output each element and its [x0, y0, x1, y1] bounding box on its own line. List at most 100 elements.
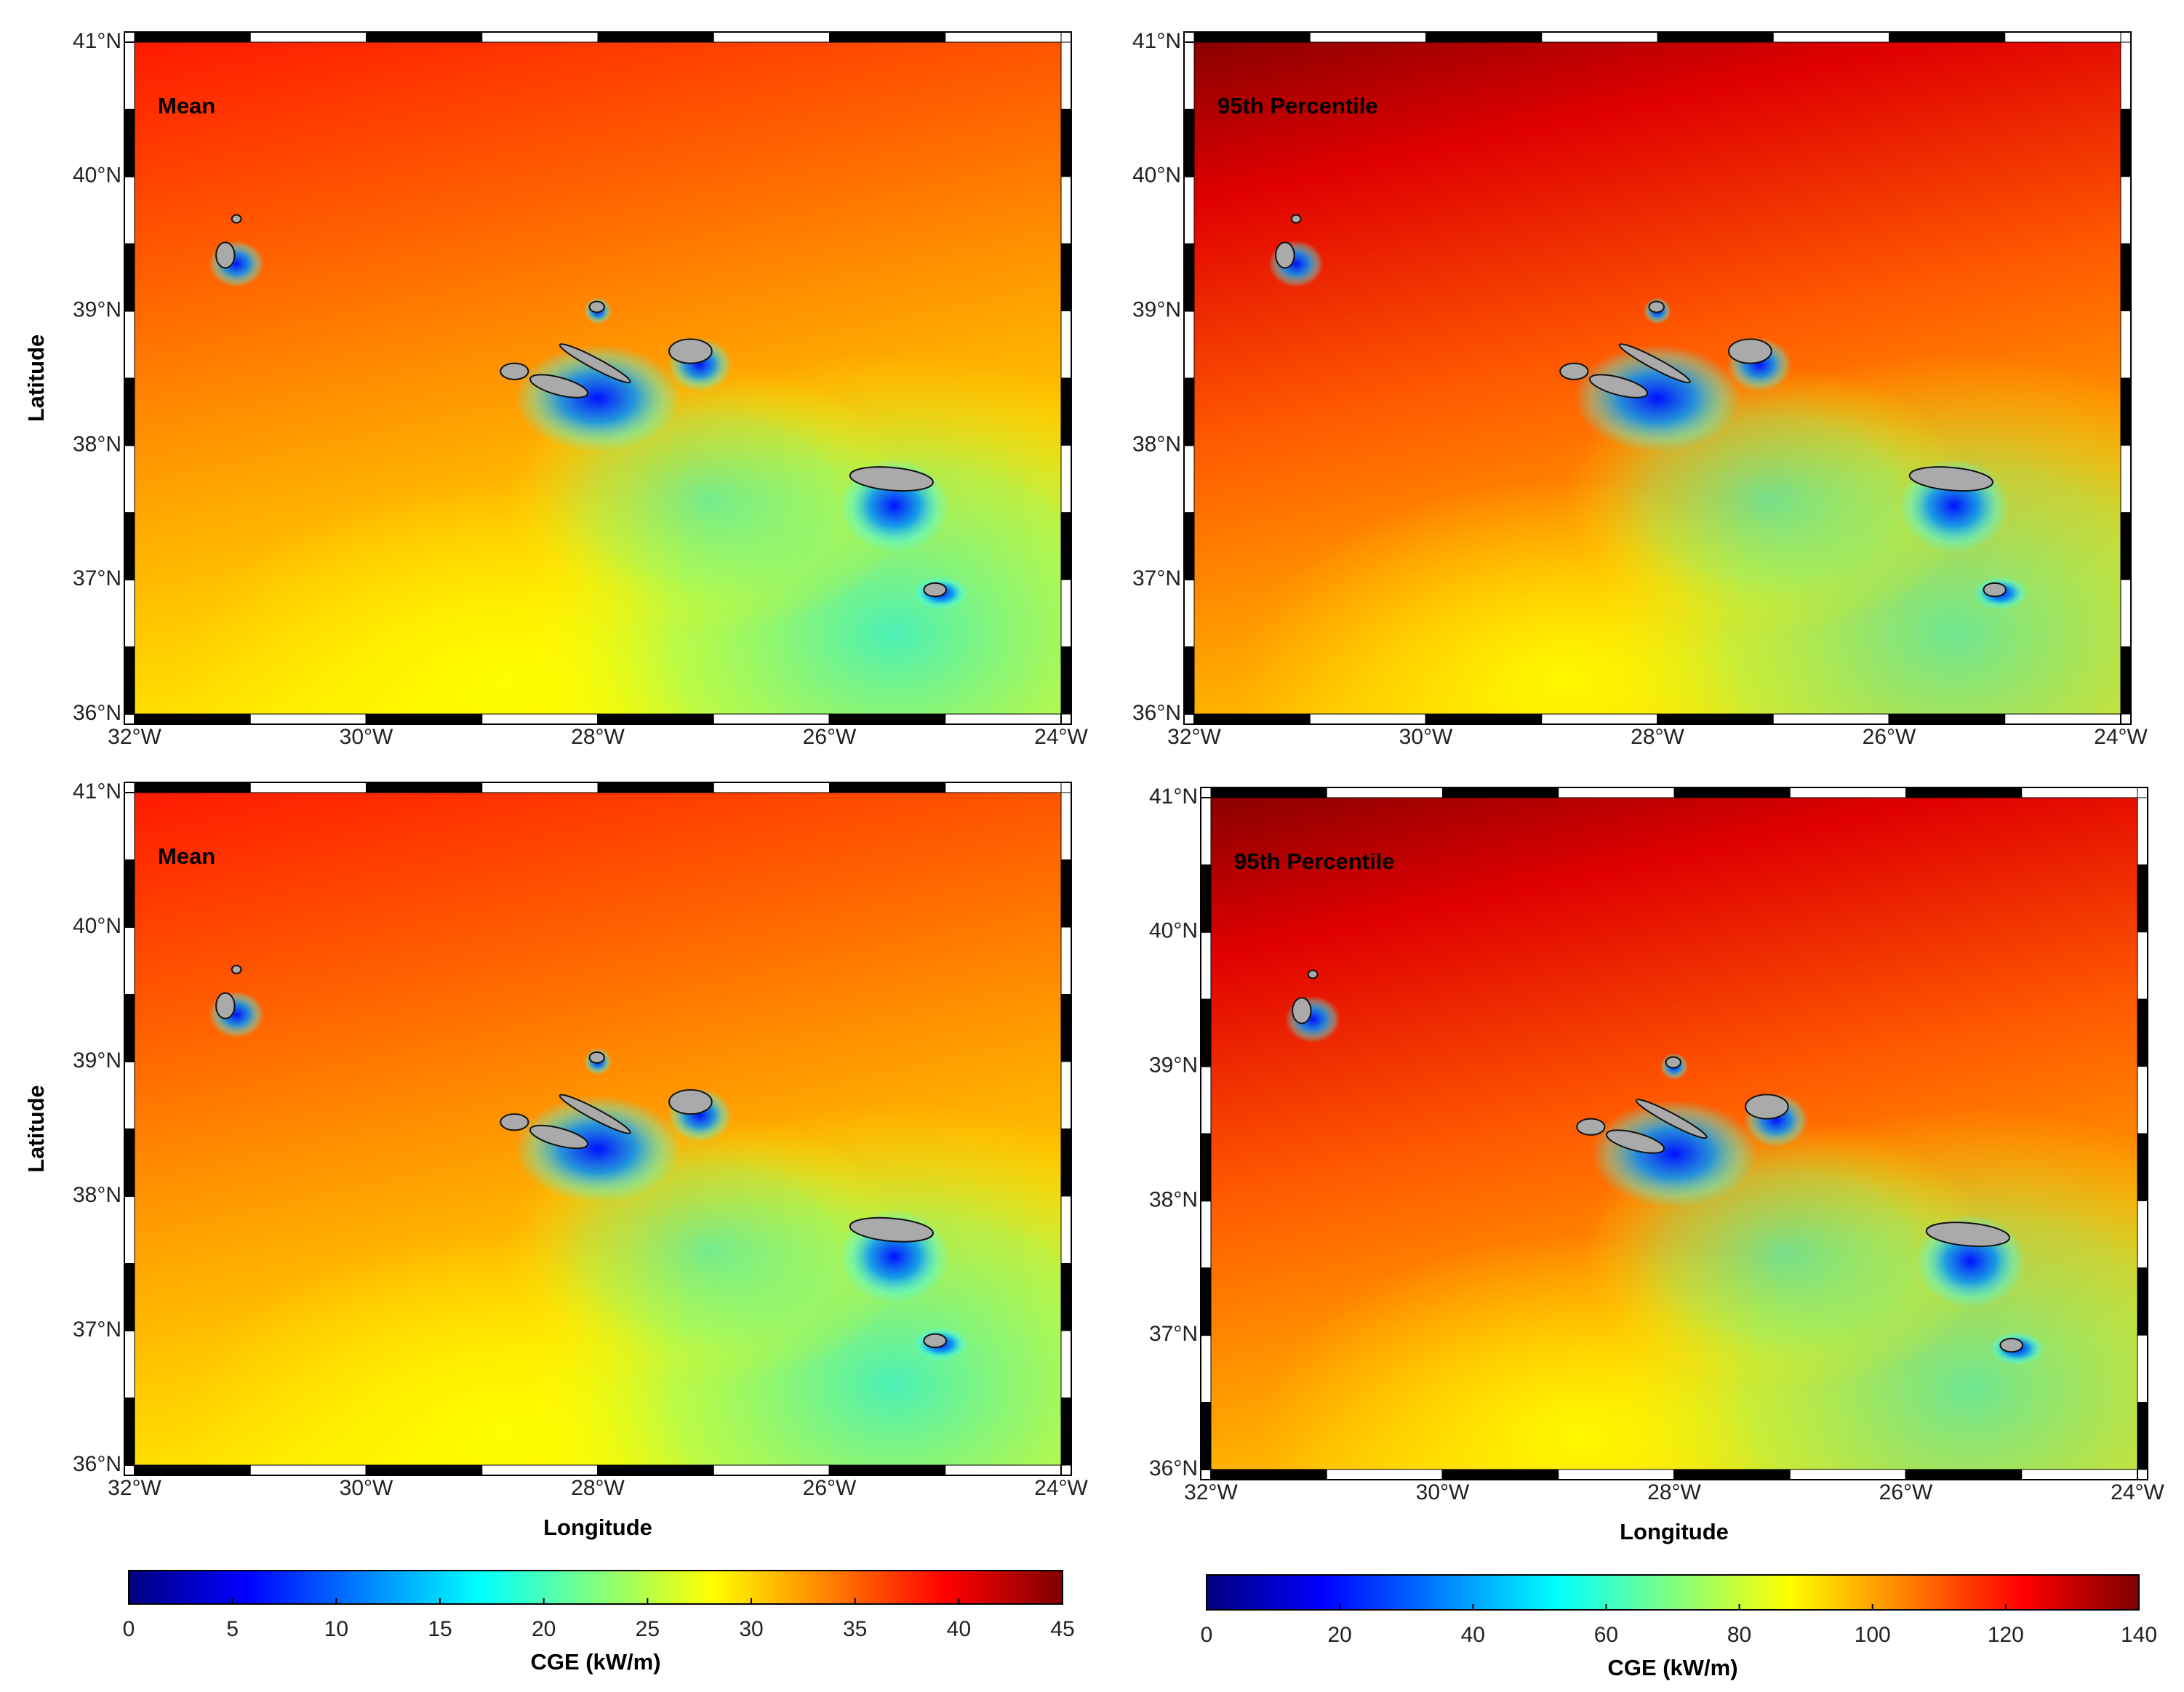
island: [1618, 343, 1691, 384]
y-tick-label: 37°N: [1132, 566, 1181, 590]
y-tick-label: 41°N: [73, 779, 121, 803]
frame-segment: [1060, 1398, 1072, 1466]
frame-segment: [2120, 176, 2132, 244]
x-tick-label: 24°W: [2094, 725, 2148, 749]
x-tick-label: 30°W: [340, 725, 393, 749]
frame-segment: [829, 713, 946, 725]
island: [231, 214, 242, 224]
y-tick-label: 38°N: [73, 432, 121, 456]
x-tick-label: 26°W: [803, 725, 857, 749]
frame-segment: [945, 1464, 1062, 1476]
frame-segment: [2137, 998, 2148, 1067]
frame-segment: [713, 31, 830, 43]
colorbar-tick-label: 25: [636, 1617, 660, 1641]
frame-segment: [1309, 31, 1426, 43]
frame-segment: [1789, 1469, 1906, 1480]
frame-segment: [1060, 792, 1072, 860]
frame-segment: [829, 782, 946, 793]
x-tick-label: 28°W: [571, 725, 625, 749]
colorbar-tick-label: 60: [1594, 1623, 1618, 1647]
island: [1559, 362, 1589, 380]
frame-segment: [2120, 512, 2132, 580]
y-tick-label: 41°N: [1149, 785, 1198, 809]
island: [1576, 1118, 1606, 1136]
frame-segment: [945, 782, 1062, 793]
colorbar-tick-label: 40: [1461, 1623, 1485, 1647]
frame-segment: [1200, 864, 1212, 933]
colorbar-tick-label: 20: [532, 1617, 556, 1641]
y-tick-label: 36°N: [73, 1452, 121, 1476]
island: [1588, 374, 1648, 398]
frame-segment: [1060, 579, 1072, 648]
island: [588, 300, 605, 313]
island: [1292, 997, 1312, 1025]
frame-segment: [1193, 31, 1311, 43]
frame-segment: [366, 713, 483, 725]
frame-segment: [713, 782, 830, 793]
frame-segment: [2120, 310, 2132, 379]
frame-segment: [1210, 787, 1327, 798]
frame-segment: [713, 1464, 830, 1476]
x-tick-label: 24°W: [1034, 1476, 1088, 1500]
frame-segment: [2137, 1066, 2148, 1134]
colorbar-tick-label: 30: [739, 1617, 763, 1641]
panel-label: 95th Percentile: [1234, 849, 1395, 874]
field-shadow: [514, 1095, 681, 1203]
x-tick-label: 26°W: [1863, 725, 1916, 749]
field-shadow: [1574, 344, 1741, 452]
frame-segment: [1210, 1469, 1327, 1480]
panel-label: Mean: [158, 93, 215, 119]
island: [1275, 241, 1295, 269]
frame-segment: [1558, 1469, 1675, 1480]
frame-segment: [829, 1464, 946, 1476]
x-axis-label: Longitude: [1620, 1519, 1729, 1544]
x-tick-label: 32°W: [1184, 1480, 1238, 1504]
field-shadow: [1284, 995, 1341, 1043]
y-tick-label: 38°N: [1132, 432, 1181, 456]
x-tick-label: 30°W: [1399, 725, 1453, 749]
frame-segment: [124, 926, 135, 995]
frame-segment: [2137, 1200, 2148, 1269]
island: [529, 1124, 588, 1150]
frame-segment: [2120, 444, 2132, 513]
y-tick-label: 37°N: [1149, 1322, 1198, 1346]
frame-segment: [366, 1464, 483, 1476]
frame-segment: [1541, 31, 1658, 43]
island: [1908, 466, 1993, 492]
frame-segment: [1183, 377, 1195, 446]
colorbar-tick-label: 0: [123, 1617, 135, 1641]
frame-segment: [2004, 31, 2121, 43]
frame-segment: [2120, 579, 2132, 648]
frame-segment: [1060, 108, 1072, 177]
frame-segment: [124, 1195, 135, 1264]
frame-segment: [124, 1330, 135, 1398]
frame-segment: [2021, 787, 2138, 798]
frame-segment: [134, 31, 251, 43]
frame-segment: [1060, 176, 1072, 244]
frame-segment: [1657, 713, 1774, 725]
frame-segment: [2137, 1334, 2148, 1403]
frame-segment: [2137, 931, 2148, 1000]
island: [1745, 1094, 1789, 1120]
frame-segment: [2120, 41, 2132, 110]
frame-segment: [1060, 646, 1072, 715]
colorbar-tick-label: 100: [1855, 1623, 1891, 1647]
y-axis-label: Latitude: [23, 1085, 49, 1173]
frame-segment: [1200, 998, 1212, 1067]
frame-segment: [124, 1061, 135, 1129]
x-tick-label: 24°W: [2111, 1480, 2164, 1504]
frame-segment: [1183, 41, 1195, 110]
frame-segment: [2021, 1469, 2138, 1480]
frame-segment: [2137, 1133, 2148, 1201]
frame-segment: [124, 994, 135, 1062]
colorbar: [1206, 1574, 2140, 1611]
frame-segment: [1673, 787, 1791, 798]
field-shadow: [1591, 1099, 1758, 1208]
frame-segment: [1060, 1195, 1072, 1264]
frame-segment: [1060, 444, 1072, 513]
frame-segment: [249, 1464, 367, 1476]
frame-segment: [597, 713, 714, 725]
frame-segment: [1558, 787, 1675, 798]
frame-segment: [597, 1464, 714, 1476]
island: [1925, 1222, 2010, 1248]
